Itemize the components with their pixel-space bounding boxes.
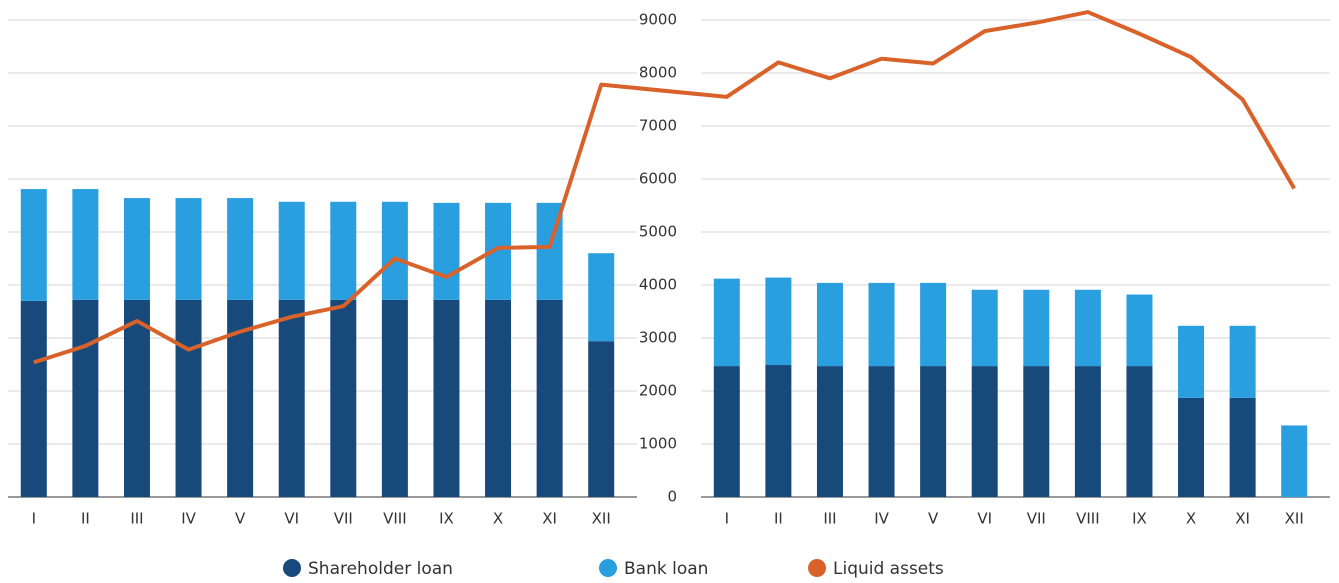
- bar-segment: [1229, 325, 1256, 398]
- bar-segment: [485, 299, 512, 497]
- x-tick-label: X: [1186, 510, 1196, 528]
- bar-segment: [971, 289, 998, 367]
- y-tick-label: 9000: [639, 11, 677, 29]
- x-tick-label: VI: [284, 510, 299, 528]
- legend-swatch: [599, 559, 617, 577]
- x-tick-label: IX: [439, 510, 454, 528]
- y-tick-label: 8000: [639, 64, 677, 82]
- bar-segment: [381, 299, 408, 497]
- bar-segment: [1281, 425, 1308, 497]
- bar-segment: [1023, 366, 1050, 497]
- bar-segment: [175, 299, 202, 497]
- x-tick-label: VIII: [383, 510, 407, 528]
- x-tick-label: II: [774, 510, 783, 528]
- x-tick-label: X: [493, 510, 503, 528]
- bar-segment: [713, 278, 740, 367]
- x-tick-label: I: [32, 510, 36, 528]
- y-tick-label: 2000: [639, 382, 677, 400]
- x-tick-label: III: [130, 510, 143, 528]
- bar-segment: [1126, 366, 1153, 497]
- bar-segment: [920, 282, 947, 367]
- x-tick-label: XII: [1285, 510, 1304, 528]
- bar-segment: [588, 341, 615, 497]
- bar-segment: [175, 198, 202, 300]
- x-tick-label: IX: [1132, 510, 1147, 528]
- y-tick-label: 1000: [639, 435, 677, 453]
- bar-segment: [433, 202, 460, 300]
- x-tick-label: V: [928, 510, 939, 528]
- bar-segment: [330, 299, 357, 497]
- legend-label: Bank loan: [624, 559, 708, 579]
- bar-segment: [920, 366, 947, 497]
- bar-segment: [123, 299, 150, 497]
- x-tick-label: VI: [977, 510, 992, 528]
- bar-segment: [1126, 294, 1153, 367]
- bar-segment: [123, 198, 150, 300]
- bar-segment: [713, 366, 740, 497]
- x-tick-label: I: [725, 510, 729, 528]
- bar-segment: [1023, 289, 1050, 367]
- bar-segment: [765, 277, 792, 366]
- y-tick-label: 6000: [639, 170, 677, 188]
- x-tick-label: II: [81, 510, 90, 528]
- x-tick-label: XII: [592, 510, 611, 528]
- bar-segment: [1074, 366, 1101, 497]
- x-tick-label: III: [823, 510, 836, 528]
- x-tick-label: VII: [334, 510, 353, 528]
- bar-segment: [588, 253, 615, 342]
- line: [33, 10, 1296, 365]
- legend-label: Liquid assets: [833, 559, 944, 579]
- bar-segment: [227, 198, 254, 300]
- y-tick-label: 7000: [639, 117, 677, 135]
- bar-segment: [816, 366, 843, 497]
- bar-segment: [278, 299, 305, 497]
- bar-segment: [20, 189, 47, 301]
- x-tick-label: XI: [1235, 510, 1250, 528]
- bar-segment: [20, 300, 47, 497]
- bar-segment: [1178, 325, 1205, 398]
- bar-segment: [433, 299, 460, 497]
- legend-swatch: [283, 559, 301, 577]
- x-tick-label: IV: [181, 510, 196, 528]
- bar-segment: [868, 282, 895, 367]
- bar-segment: [1074, 289, 1101, 367]
- bar-segment: [72, 299, 99, 497]
- bar-segment: [278, 201, 305, 300]
- bar-segment: [330, 201, 357, 300]
- y-tick-label: 3000: [639, 329, 677, 347]
- bar-segment: [971, 366, 998, 497]
- y-tick-label: 0: [667, 488, 677, 506]
- bar-segment: [381, 201, 408, 300]
- bar-segment: [536, 299, 563, 497]
- x-tick-label: IV: [874, 510, 889, 528]
- bar-segment: [72, 189, 99, 300]
- bar-segment: [1178, 397, 1205, 497]
- x-tick-label: XI: [542, 510, 557, 528]
- bar-segment: [1229, 397, 1256, 497]
- x-tick-label: VII: [1027, 510, 1046, 528]
- y-tick-label: 5000: [639, 223, 677, 241]
- x-tick-label: VIII: [1076, 510, 1100, 528]
- bar-segment: [868, 366, 895, 497]
- x-tick-label: V: [235, 510, 246, 528]
- y-tick-label: 4000: [639, 276, 677, 294]
- bar-segment: [816, 282, 843, 367]
- legend-label: Shareholder loan: [308, 559, 453, 579]
- bar-segment: [765, 365, 792, 497]
- legend-swatch: [808, 559, 826, 577]
